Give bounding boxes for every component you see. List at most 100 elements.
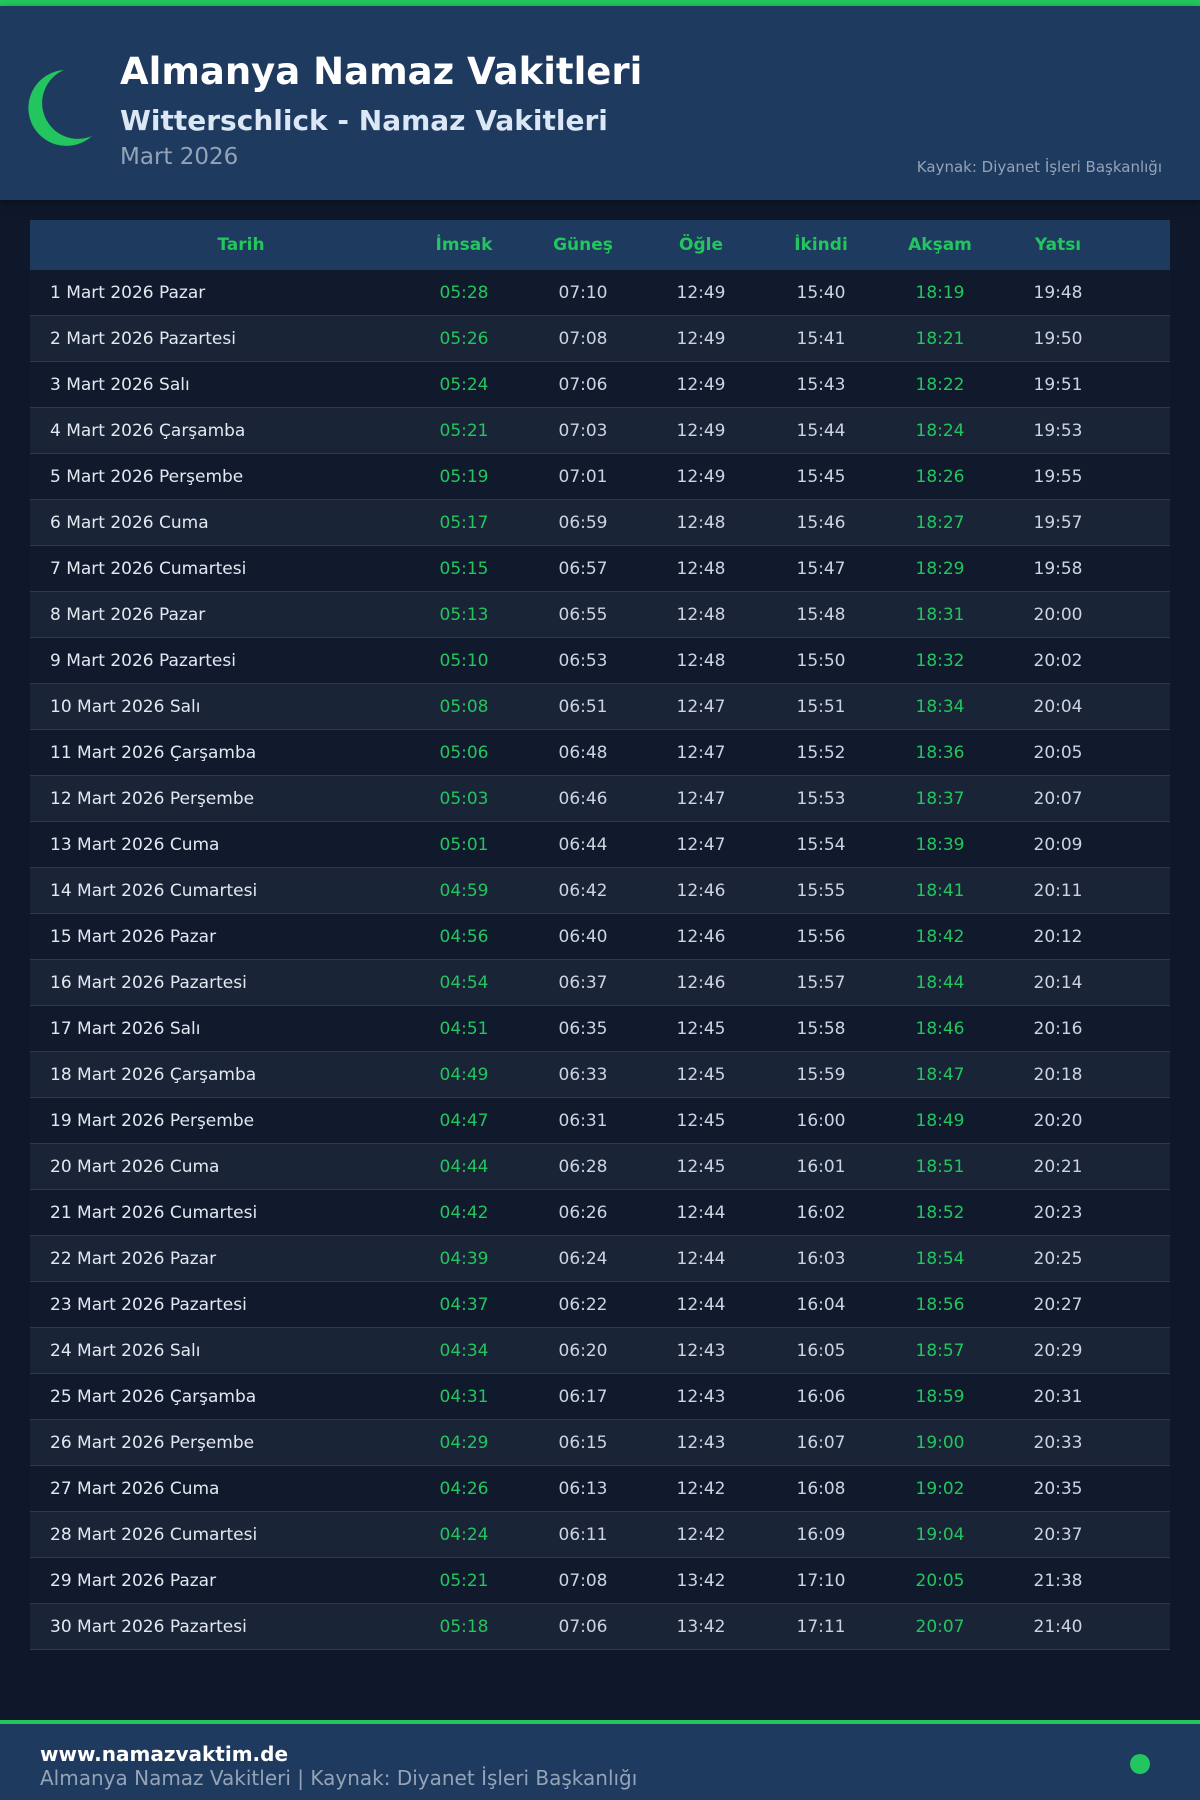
cell-date: 10 Mart 2026 Salı	[50, 696, 201, 717]
cell-ogle: 12:46	[676, 926, 726, 947]
cell-gunes: 06:28	[558, 1156, 608, 1177]
cell-gunes: 06:26	[558, 1202, 608, 1223]
cell-yatsi: 20:02	[1033, 650, 1083, 671]
table-row: 14 Mart 2026 Cumartesi 04:59 06:42 12:46 15:…	[30, 868, 1170, 914]
cell-date: 23 Mart 2026 Pazartesi	[50, 1294, 247, 1315]
cell-date: 12 Mart 2026 Perşembe	[50, 788, 255, 809]
cell-ogle: 12:45	[676, 1110, 726, 1131]
cell-gunes: 06:53	[558, 650, 608, 671]
cell-ogle: 13:42	[676, 1616, 726, 1637]
cell-yatsi: 19:58	[1033, 558, 1083, 579]
cell-ogle: 12:49	[676, 420, 726, 441]
cell-yatsi: 20:04	[1033, 696, 1083, 717]
cell-ogle: 12:46	[676, 972, 726, 993]
cell-date: 21 Mart 2026 Cumartesi	[50, 1202, 258, 1223]
cell-aksam: 18:41	[915, 880, 965, 901]
cell-gunes: 06:51	[558, 696, 608, 717]
table-row: 12 Mart 2026 Perşembe 05:03 06:46 12:47 15:5…	[30, 776, 1170, 822]
table-header: Tarih İmsak Güneş Öğle İkindi Akşam Yatsı	[30, 220, 1170, 270]
cell-aksam: 18:59	[915, 1386, 965, 1407]
cell-date: 24 Mart 2026 Salı	[50, 1340, 201, 1361]
cell-ikindi: 16:05	[796, 1340, 846, 1361]
cell-date: 6 Mart 2026 Cuma	[50, 512, 209, 533]
prayer-times-table: Tarih İmsak Güneş Öğle İkindi Akşam Yatsı 1 Ma…	[30, 220, 1170, 1650]
cell-imsak: 05:26	[439, 328, 489, 349]
table-body: 1 Mart 2026 Pazar 05:28 07:10 12:49 15:40 18:…	[30, 270, 1170, 1650]
cell-date: 26 Mart 2026 Perşembe	[50, 1432, 255, 1453]
cell-imsak: 04:49	[439, 1064, 489, 1085]
cell-aksam: 18:44	[915, 972, 965, 993]
cell-gunes: 06:22	[558, 1294, 608, 1315]
cell-date: 15 Mart 2026 Pazar	[50, 926, 217, 947]
cell-aksam: 18:21	[915, 328, 965, 349]
cell-gunes: 06:31	[558, 1110, 608, 1131]
cell-yatsi: 21:40	[1033, 1616, 1083, 1637]
table-row: 8 Mart 2026 Pazar 05:13 06:55 12:48 15:48 18:…	[30, 592, 1170, 638]
table-row: 11 Mart 2026 Çarşamba 05:06 06:48 12:47 15:5…	[30, 730, 1170, 776]
cell-gunes: 07:03	[558, 420, 608, 441]
cell-ikindi: 16:09	[796, 1524, 846, 1545]
table-row: 9 Mart 2026 Pazartesi 05:10 06:53 12:48 15:5…	[30, 638, 1170, 684]
cell-date: 28 Mart 2026 Cumartesi	[50, 1524, 258, 1545]
cell-imsak: 04:37	[439, 1294, 489, 1315]
table-row: 13 Mart 2026 Cuma 05:01 06:44 12:47 15:54 18:…	[30, 822, 1170, 868]
column-header-yatsi: Yatsı	[1034, 235, 1082, 255]
cell-imsak: 04:47	[439, 1110, 489, 1131]
cell-yatsi: 20:12	[1033, 926, 1083, 947]
cell-gunes: 06:48	[558, 742, 608, 763]
cell-date: 17 Mart 2026 Salı	[50, 1018, 201, 1039]
cell-imsak: 04:56	[439, 926, 489, 947]
cell-ikindi: 16:08	[796, 1478, 846, 1499]
cell-ikindi: 15:51	[796, 696, 846, 717]
cell-ogle: 12:45	[676, 1156, 726, 1177]
cell-imsak: 04:29	[439, 1432, 489, 1453]
cell-ikindi: 15:55	[796, 880, 846, 901]
cell-gunes: 07:06	[558, 374, 608, 395]
cell-yatsi: 20:35	[1033, 1478, 1083, 1499]
cell-imsak: 05:21	[439, 420, 489, 441]
cell-ogle: 12:48	[676, 558, 726, 579]
cell-yatsi: 20:23	[1033, 1202, 1083, 1223]
cell-date: 18 Mart 2026 Çarşamba	[50, 1064, 257, 1085]
cell-imsak: 04:31	[439, 1386, 489, 1407]
cell-ikindi: 15:58	[796, 1018, 846, 1039]
cell-ikindi: 15:45	[796, 466, 846, 487]
cell-ikindi: 16:06	[796, 1386, 846, 1407]
cell-aksam: 19:00	[915, 1432, 965, 1453]
cell-ikindi: 15:41	[796, 328, 846, 349]
cell-gunes: 07:08	[558, 328, 608, 349]
cell-imsak: 04:24	[439, 1524, 489, 1545]
cell-imsak: 05:21	[439, 1570, 489, 1591]
table-row: 1 Mart 2026 Pazar 05:28 07:10 12:49 15:40 18:…	[30, 270, 1170, 316]
table-row: 7 Mart 2026 Cumartesi 05:15 06:57 12:48 15:4…	[30, 546, 1170, 592]
cell-aksam: 20:05	[915, 1570, 965, 1591]
cell-ikindi: 16:00	[796, 1110, 846, 1131]
cell-date: 1 Mart 2026 Pazar	[50, 282, 206, 303]
cell-ogle: 12:47	[676, 696, 726, 717]
cell-ikindi: 15:52	[796, 742, 846, 763]
cell-imsak: 05:10	[439, 650, 489, 671]
cell-gunes: 06:11	[558, 1524, 608, 1545]
cell-aksam: 18:34	[915, 696, 965, 717]
cell-ogle: 12:47	[676, 742, 726, 763]
cell-ogle: 13:42	[676, 1570, 726, 1591]
cell-yatsi: 20:00	[1033, 604, 1083, 625]
table-row: 6 Mart 2026 Cuma 05:17 06:59 12:48 15:46 18:2…	[30, 500, 1170, 546]
cell-yatsi: 20:14	[1033, 972, 1083, 993]
cell-gunes: 07:01	[558, 466, 608, 487]
cell-ogle: 12:43	[676, 1386, 726, 1407]
cell-aksam: 18:46	[915, 1018, 965, 1039]
cell-ikindi: 15:59	[796, 1064, 846, 1085]
cell-yatsi: 20:11	[1033, 880, 1083, 901]
cell-imsak: 05:03	[439, 788, 489, 809]
table-row: 22 Mart 2026 Pazar 04:39 06:24 12:44 16:03 18…	[30, 1236, 1170, 1282]
table-row: 24 Mart 2026 Salı 04:34 06:20 12:43 16:05 18:…	[30, 1328, 1170, 1374]
footer-site-link[interactable]: www.namazvaktim.de	[40, 1742, 289, 1766]
cell-aksam: 18:37	[915, 788, 965, 809]
cell-gunes: 07:06	[558, 1616, 608, 1637]
cell-yatsi: 20:18	[1033, 1064, 1083, 1085]
table-row: 27 Mart 2026 Cuma 04:26 06:13 12:42 16:08 19:…	[30, 1466, 1170, 1512]
cell-ikindi: 15:43	[796, 374, 846, 395]
cell-gunes: 06:44	[558, 834, 608, 855]
table-row: 16 Mart 2026 Pazartesi 04:54 06:37 12:46 15:…	[30, 960, 1170, 1006]
